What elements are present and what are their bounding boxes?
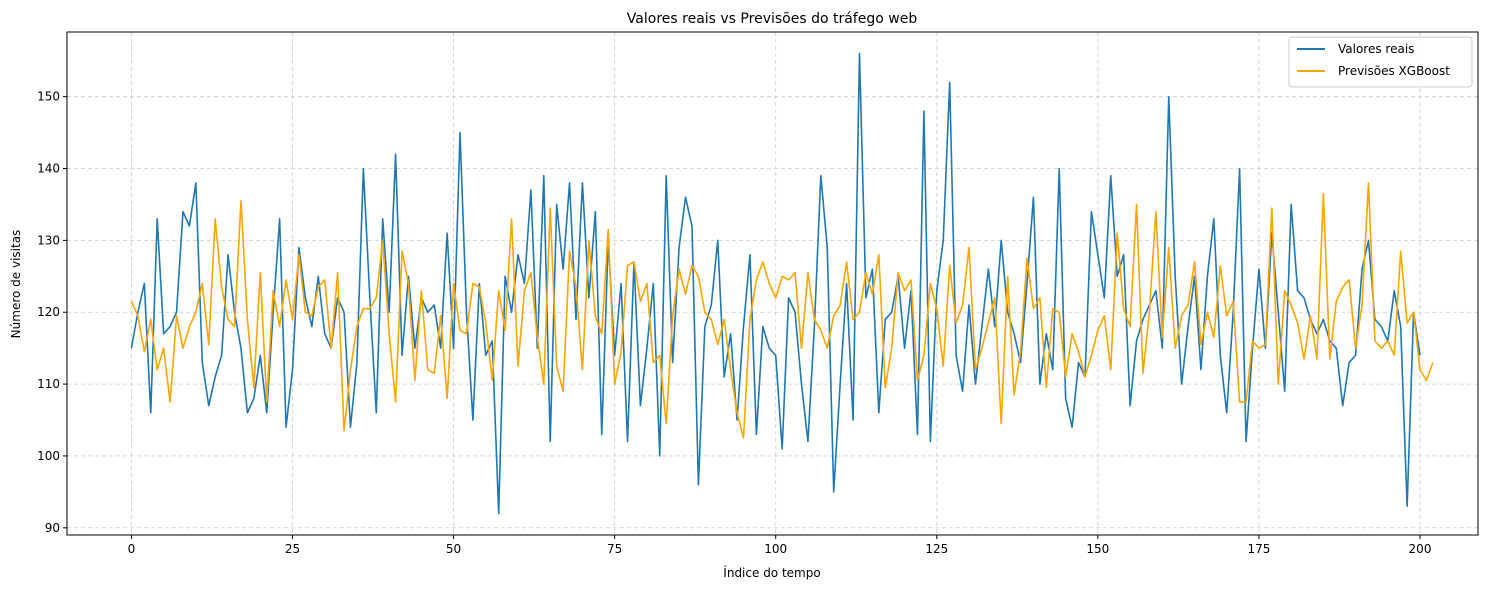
- legend-label-actual: Valores reais: [1338, 42, 1414, 56]
- x-axis: 0 25 50 75 100 125 150 175 200: [128, 535, 1432, 556]
- x-tick-label: 25: [285, 542, 300, 556]
- chart-title: Valores reais vs Previsões do tráfego we…: [627, 11, 918, 27]
- x-tick-label: 150: [1086, 542, 1109, 556]
- plot-frame: [66, 31, 1479, 536]
- x-tick-label: 200: [1409, 542, 1432, 556]
- grid: [67, 32, 1478, 535]
- y-tick-label: 90: [45, 521, 60, 535]
- y-tick-label: 100: [37, 449, 60, 463]
- legend-label-forecast: Previsões XGBoost: [1338, 64, 1450, 78]
- series-layer: [130, 52, 1434, 515]
- y-tick-label: 130: [37, 233, 60, 247]
- series-line-actual: [130, 52, 1421, 515]
- y-axis-label: Número de visitas: [9, 230, 23, 339]
- y-tick-label: 150: [37, 90, 60, 104]
- y-axis: 90 100 110 120 130 140 150: [37, 90, 67, 535]
- x-tick-label: 175: [1247, 542, 1270, 556]
- y-tick-label: 120: [37, 305, 60, 319]
- x-tick-label: 100: [764, 542, 787, 556]
- x-tick-label: 125: [925, 542, 948, 556]
- y-tick-label: 110: [37, 377, 60, 391]
- legend: Valores reais Previsões XGBoost: [1288, 36, 1473, 88]
- y-tick-label: 140: [37, 162, 60, 176]
- x-axis-label: Índice do tempo: [723, 565, 820, 580]
- x-tick-label: 75: [607, 542, 622, 556]
- legend-box: [1288, 36, 1473, 88]
- x-tick-label: 0: [128, 542, 136, 556]
- x-tick-label: 50: [446, 542, 461, 556]
- series-line-forecast: [130, 182, 1434, 439]
